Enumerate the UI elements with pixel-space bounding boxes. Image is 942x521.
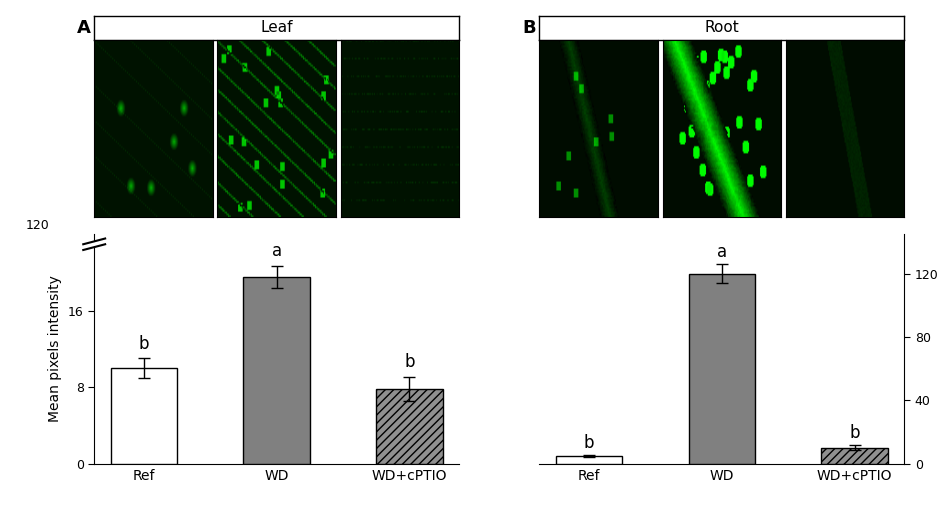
Text: b: b [584, 434, 594, 452]
Bar [689, 274, 755, 464]
Text: Root: Root [705, 20, 739, 35]
Text: Leaf: Leaf [260, 20, 293, 35]
Bar [556, 456, 623, 464]
Bar [376, 389, 443, 464]
Text: 120: 120 [25, 219, 50, 232]
Text: a: a [271, 242, 282, 260]
Text: b: b [138, 334, 149, 353]
Y-axis label: Mean pixels intensity: Mean pixels intensity [48, 276, 62, 422]
Bar [111, 368, 177, 464]
Text: A: A [76, 19, 90, 36]
Bar [821, 448, 887, 464]
Bar [243, 277, 310, 464]
Text: a: a [717, 243, 727, 261]
Text: b: b [850, 424, 860, 442]
Text: b: b [404, 353, 414, 371]
Text: B: B [522, 19, 536, 36]
